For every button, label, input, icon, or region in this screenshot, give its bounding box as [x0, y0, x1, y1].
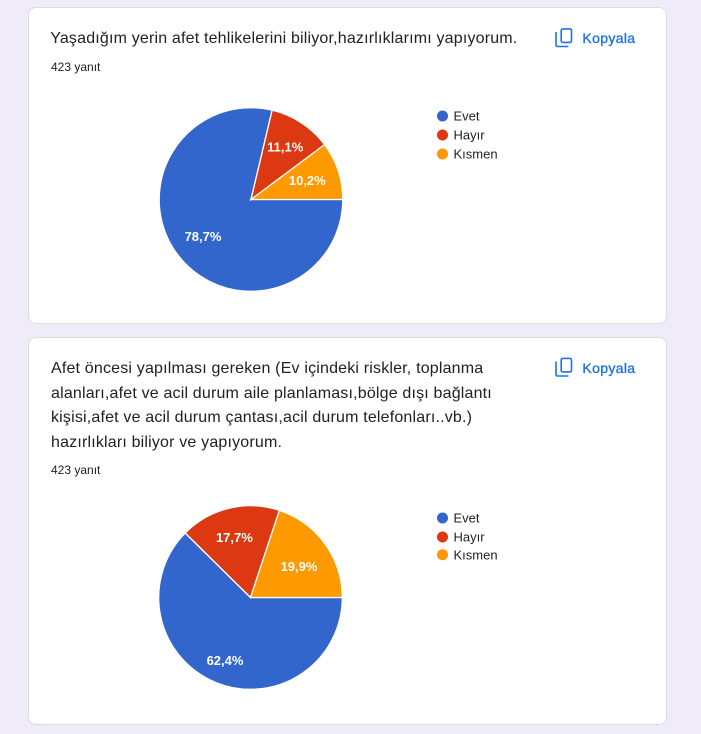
svg-text:Evet: Evet: [454, 109, 480, 124]
svg-text:17,7%: 17,7%: [216, 530, 253, 545]
svg-text:Kısmen: Kısmen: [454, 147, 498, 162]
svg-text:Hayır: Hayır: [454, 530, 486, 545]
svg-text:11,1%: 11,1%: [267, 139, 304, 154]
svg-text:19,9%: 19,9%: [281, 559, 318, 574]
svg-text:Kısmen: Kısmen: [454, 547, 498, 562]
svg-text:62,4%: 62,4%: [207, 653, 244, 668]
svg-text:10,2%: 10,2%: [289, 173, 326, 188]
svg-text:78,7%: 78,7%: [185, 229, 222, 244]
svg-text:Hayır: Hayır: [454, 128, 486, 143]
svg-text:Evet: Evet: [454, 511, 480, 526]
